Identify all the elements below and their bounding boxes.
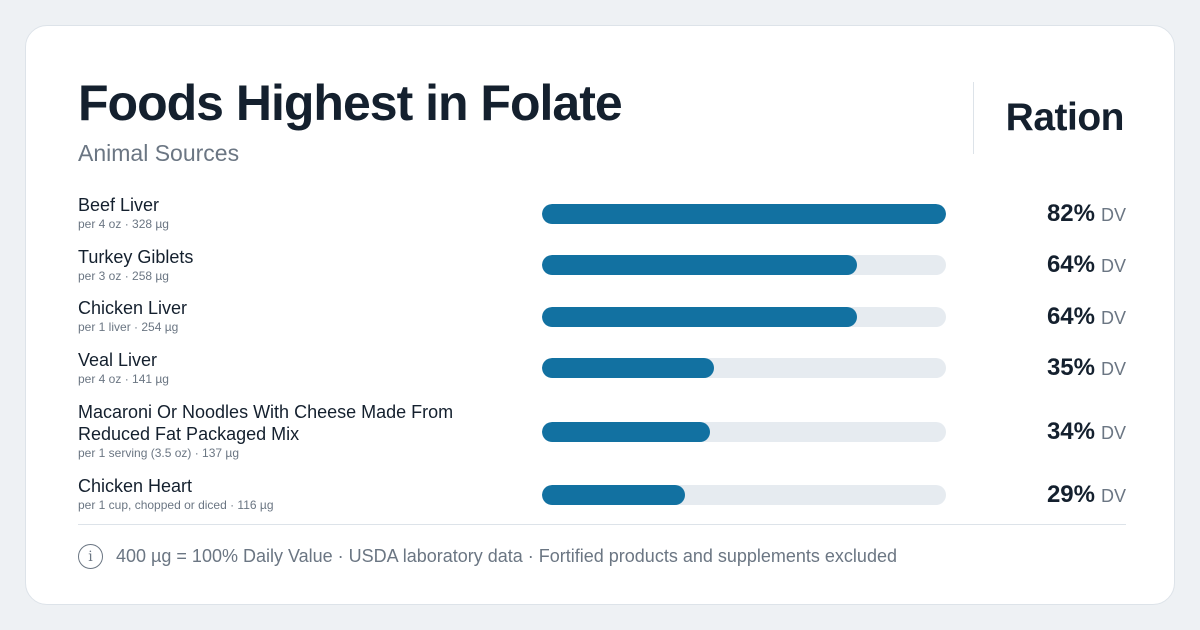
food-serving-detail: per 4 oz · 141 µg xyxy=(78,371,169,386)
food-serving-detail: per 1 cup, chopped or diced · 116 µg xyxy=(78,498,274,513)
food-name: Chicken Heart xyxy=(78,476,193,497)
value-percent: 29% xyxy=(1046,480,1095,508)
footer-text: 400 µg = 100% Daily Value · USDA laborat… xyxy=(116,546,897,566)
info-icon: i xyxy=(78,544,103,569)
chart-subtitle: Animal Sources xyxy=(78,140,240,166)
bar-track xyxy=(542,358,946,379)
food-name: Veal Liver xyxy=(78,349,158,370)
bar-row: Beef Liver per 4 oz · 328 µg 82% DV xyxy=(78,188,1126,240)
value-label: 64% DV xyxy=(1047,251,1126,279)
value-unit: DV xyxy=(1100,256,1126,277)
food-name: Turkey Giblets xyxy=(78,246,194,267)
bar-row: Macaroni Or Noodles With Cheese Made Fro… xyxy=(78,394,1126,469)
food-label: Chicken Liver per 1 liver · 254 µg xyxy=(78,297,498,336)
value-label: 82% DV xyxy=(1047,200,1126,228)
value-unit: DV xyxy=(1100,204,1126,225)
value-label: 29% DV xyxy=(1047,481,1126,509)
value-label: 35% DV xyxy=(1047,354,1126,382)
footer-note: i 400 µg = 100% Daily Value · USDA labor… xyxy=(78,544,897,569)
footer-divider xyxy=(78,524,1126,525)
bar-track xyxy=(542,203,946,224)
food-label: Veal Liver per 4 oz · 141 µg xyxy=(78,349,498,388)
bar-fill xyxy=(542,255,858,276)
bar-row: Chicken Liver per 1 liver · 254 µg 64% DV xyxy=(78,291,1126,343)
food-name: Beef Liver xyxy=(78,195,160,216)
food-serving-detail: per 3 oz · 258 µg xyxy=(78,268,169,283)
food-label: Macaroni Or Noodles With Cheese Made Fro… xyxy=(78,401,498,462)
food-serving-detail: per 4 oz · 328 µg xyxy=(78,217,169,232)
bar-fill xyxy=(542,306,858,327)
bar-fill xyxy=(542,421,710,442)
brand-logo: Ration xyxy=(1005,96,1125,139)
value-label: 64% DV xyxy=(1047,303,1126,331)
bar-fill xyxy=(542,358,715,379)
value-percent: 82% xyxy=(1046,199,1095,227)
food-name: Chicken Liver xyxy=(78,298,188,319)
value-unit: DV xyxy=(1100,359,1126,380)
bar-track xyxy=(542,484,946,505)
bar-row: Chicken Heart per 1 cup, chopped or diced… xyxy=(78,469,1126,521)
bar-track xyxy=(542,306,946,327)
value-unit: DV xyxy=(1100,307,1126,328)
bar-fill xyxy=(542,484,685,505)
bar-row: Turkey Giblets per 3 oz · 258 µg 64% DV xyxy=(78,240,1126,292)
value-percent: 64% xyxy=(1046,302,1095,330)
value-percent: 34% xyxy=(1046,417,1095,445)
bar-track xyxy=(542,255,946,276)
value-percent: 35% xyxy=(1046,354,1095,382)
value-label: 34% DV xyxy=(1047,418,1126,446)
value-percent: 64% xyxy=(1046,251,1095,279)
chart-title: Foods Highest in Folate xyxy=(78,75,623,131)
food-label: Turkey Giblets per 3 oz · 258 µg xyxy=(78,246,498,285)
food-label: Chicken Heart per 1 cup, chopped or diced… xyxy=(78,475,498,514)
food-name: Macaroni Or Noodles With Cheese Made Fro… xyxy=(78,402,454,444)
brand-divider xyxy=(973,82,974,154)
value-unit: DV xyxy=(1100,422,1126,443)
bar-list: Beef Liver per 4 oz · 328 µg 82% DV Turkey G… xyxy=(78,188,1126,521)
bar-track xyxy=(542,421,946,442)
bar-row: Veal Liver per 4 oz · 141 µg 35% DV xyxy=(78,343,1126,395)
food-serving-detail: per 1 liver · 254 µg xyxy=(78,320,179,335)
chart-card: Foods Highest in Folate Animal Sources R… xyxy=(25,25,1175,605)
bar-fill xyxy=(542,203,946,224)
value-unit: DV xyxy=(1100,485,1126,506)
food-serving-detail: per 1 serving (3.5 oz) · 137 µg xyxy=(78,446,239,460)
food-label: Beef Liver per 4 oz · 328 µg xyxy=(78,194,498,233)
